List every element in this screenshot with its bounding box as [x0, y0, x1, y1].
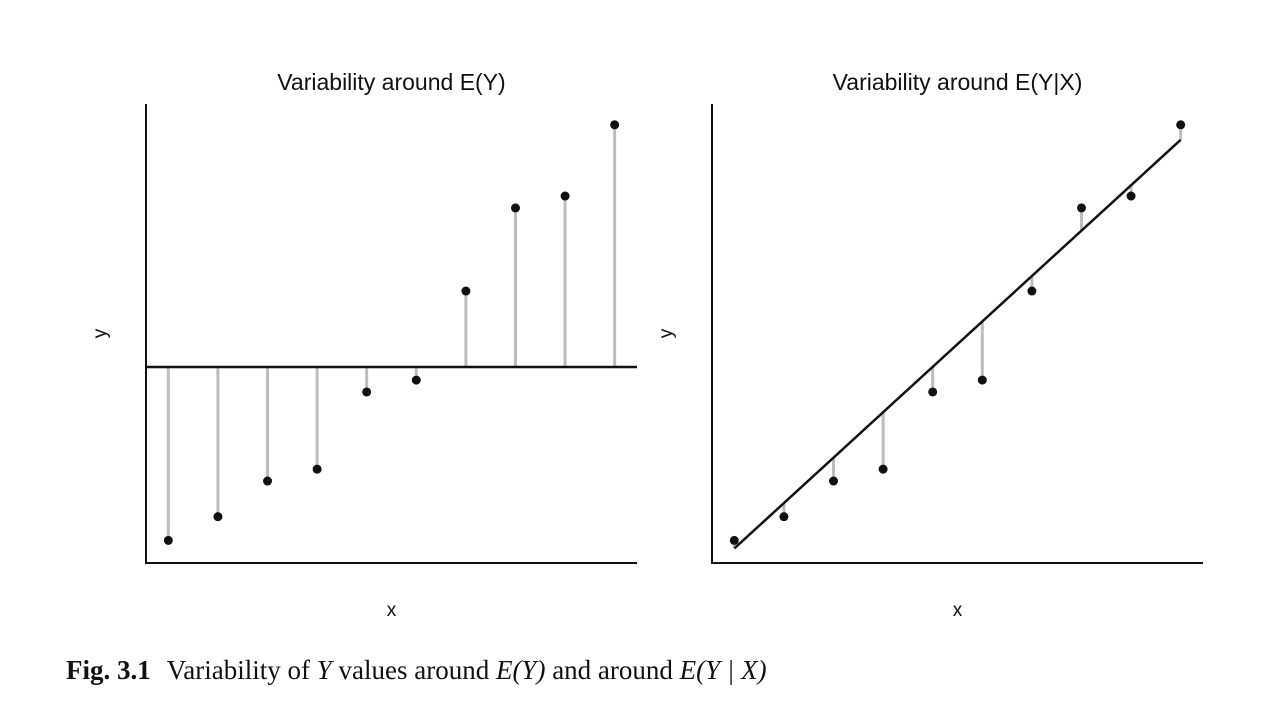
data-point: [411, 375, 421, 385]
data-point: [1027, 286, 1037, 296]
data-point: [263, 476, 273, 486]
data-point: [610, 120, 620, 130]
caption-label: Fig. 3.1: [66, 655, 151, 685]
data-point: [163, 535, 173, 545]
caption-text: values around: [331, 655, 496, 685]
data-point: [829, 476, 839, 486]
data-point: [729, 535, 739, 545]
data-point: [977, 375, 987, 385]
x-axis-label: x: [387, 600, 397, 621]
data-point: [362, 387, 372, 397]
data-point: [560, 191, 570, 201]
panel-title: Variability around E(Y|X): [833, 69, 1083, 95]
caption-text: and around: [545, 655, 680, 685]
x-axis-label: x: [953, 600, 963, 621]
panel-title: Variability around E(Y): [277, 69, 505, 95]
data-point: [510, 203, 520, 213]
data-point: [213, 512, 223, 522]
data-point: [878, 464, 888, 474]
data-point: [1126, 191, 1136, 201]
data-point: [461, 286, 471, 296]
caption-math-eyx: E(Y | X): [679, 655, 767, 685]
data-point: [1076, 203, 1086, 213]
regression-line: [733, 138, 1182, 550]
caption-math-y: Y: [316, 655, 332, 685]
caption-math-ey: E(Y): [495, 655, 546, 685]
data-point: [928, 387, 938, 397]
data-point: [1176, 120, 1186, 130]
y-axis-label: y: [656, 328, 677, 338]
y-axis-label: y: [90, 328, 111, 338]
data-point: [312, 464, 322, 474]
data-point: [779, 512, 789, 522]
caption-text: Variability of: [166, 655, 317, 685]
figure-caption: Fig. 3.1 Variability of Y values around E…: [66, 655, 767, 686]
